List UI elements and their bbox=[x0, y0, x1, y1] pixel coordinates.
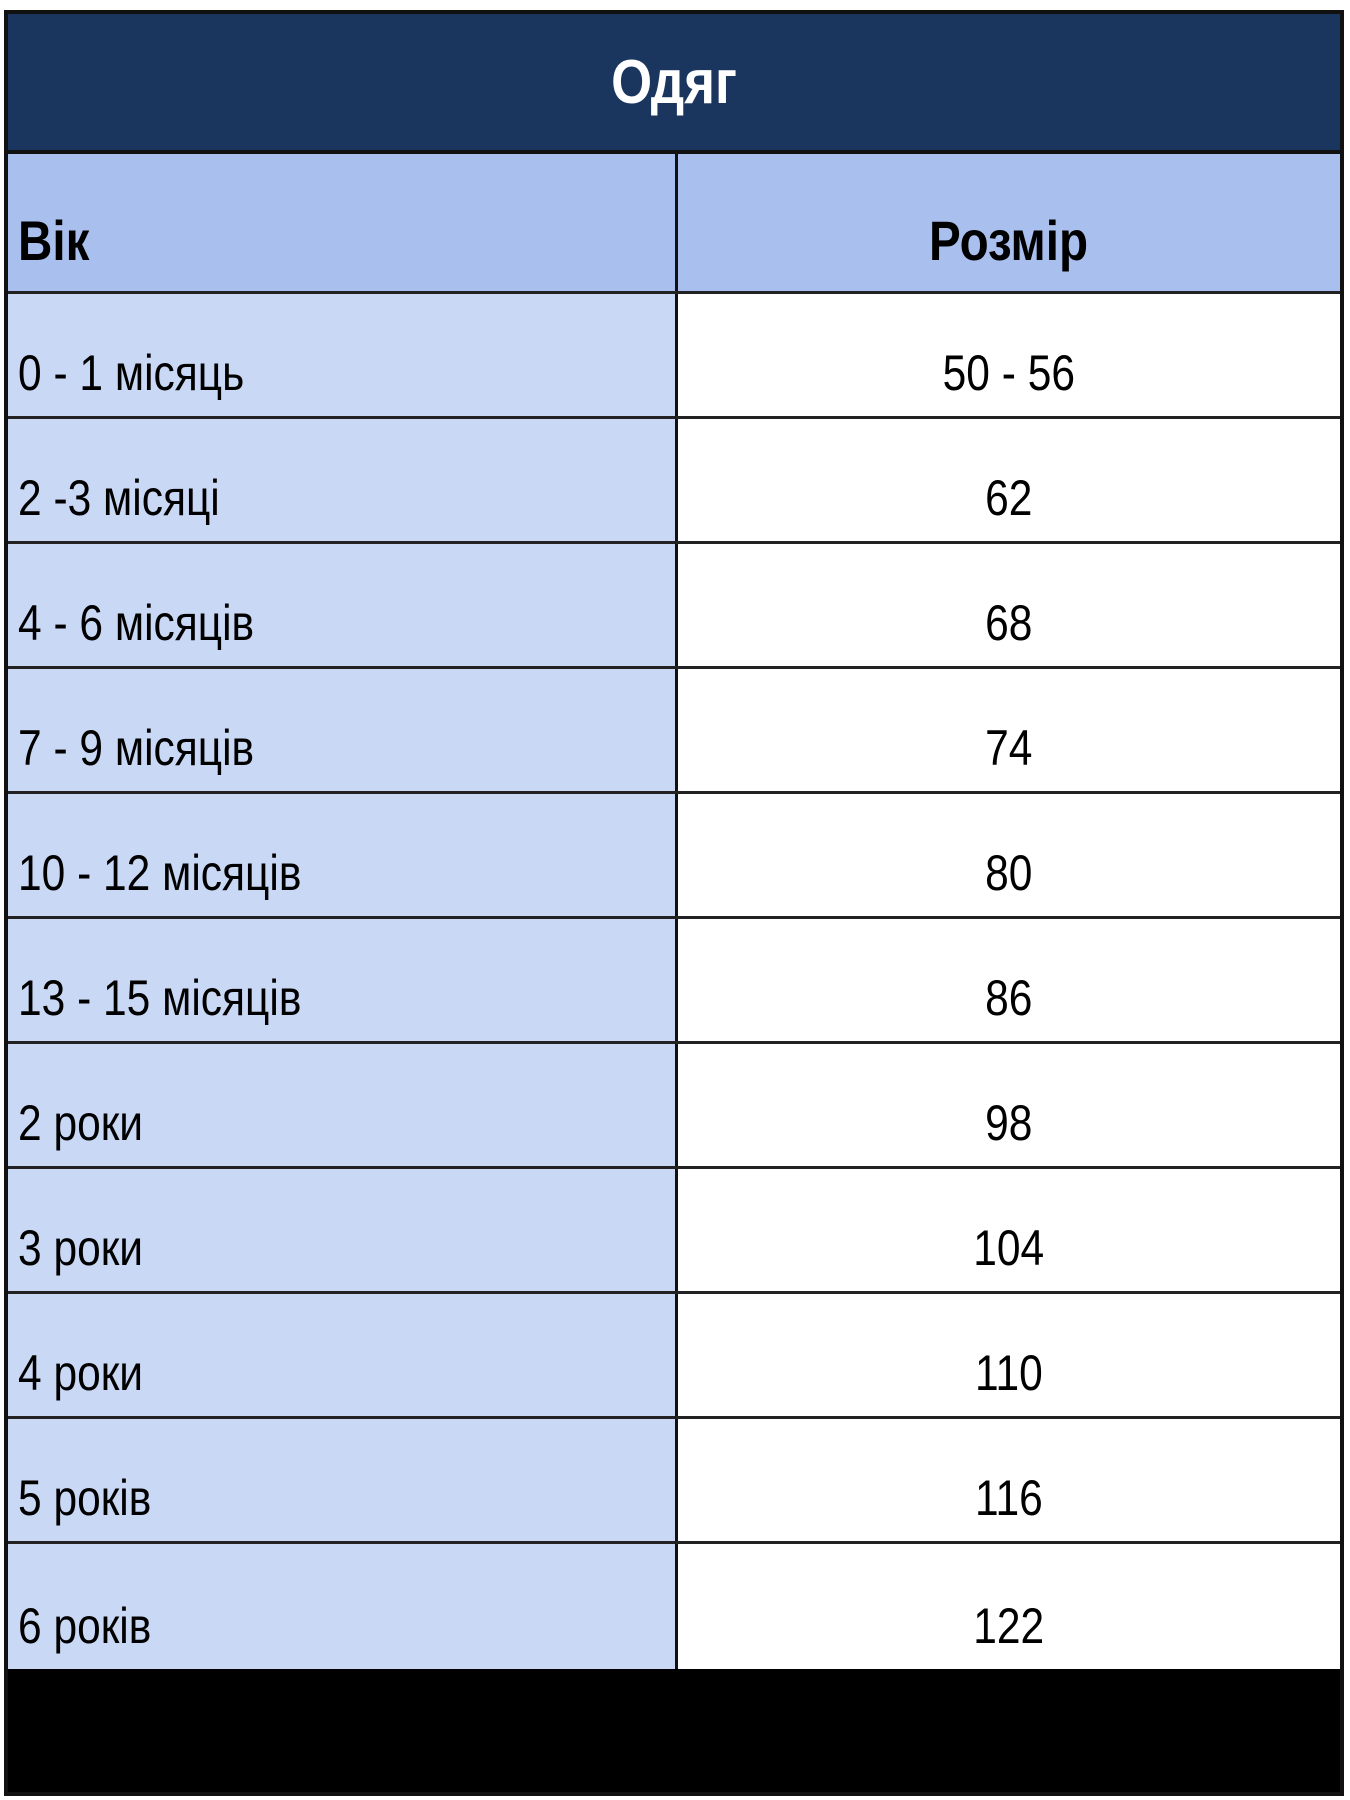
size-cell: 80 bbox=[678, 794, 1340, 916]
table-row: 7 - 9 місяців 74 bbox=[8, 669, 1340, 794]
size-cell: 104 bbox=[678, 1169, 1340, 1291]
size-cell: 68 bbox=[678, 544, 1340, 666]
size-cell: 122 bbox=[678, 1544, 1340, 1669]
age-cell: 7 - 9 місяців bbox=[8, 669, 678, 791]
age-cell: 5 років bbox=[8, 1419, 678, 1541]
size-text: 104 bbox=[973, 1220, 1045, 1276]
table-title: Одяг bbox=[8, 14, 1340, 154]
size-text: 62 bbox=[985, 470, 1033, 526]
size-text: 68 bbox=[985, 595, 1033, 651]
size-cell: 74 bbox=[678, 669, 1340, 791]
table-row: 4 роки 110 bbox=[8, 1294, 1340, 1419]
table-row: 5 років 116 bbox=[8, 1419, 1340, 1544]
size-text: 116 bbox=[975, 1470, 1043, 1526]
age-text: 2 роки bbox=[18, 1095, 144, 1151]
age-text: 4 - 6 місяців bbox=[18, 595, 255, 651]
table-row: 6 років 122 bbox=[8, 1544, 1340, 1669]
age-cell: 3 роки bbox=[8, 1169, 678, 1291]
age-text: 4 роки bbox=[18, 1345, 144, 1401]
table-row: 0 - 1 місяць 50 - 56 bbox=[8, 294, 1340, 419]
table-title-text: Одяг bbox=[611, 47, 737, 117]
table-row: 3 роки 104 bbox=[8, 1169, 1340, 1294]
age-text: 0 - 1 місяць bbox=[18, 345, 245, 401]
table-row: 2 -3 місяці 62 bbox=[8, 419, 1340, 544]
size-cell: 110 bbox=[678, 1294, 1340, 1416]
age-cell: 4 роки bbox=[8, 1294, 678, 1416]
table-row: 13 - 15 місяців 86 bbox=[8, 919, 1340, 1044]
header-size-text: Розмір bbox=[929, 209, 1089, 272]
table-row: 10 - 12 місяців 80 bbox=[8, 794, 1340, 919]
size-text: 122 bbox=[973, 1598, 1045, 1654]
size-cell: 86 bbox=[678, 919, 1340, 1041]
age-text: 2 -3 місяці bbox=[18, 470, 220, 526]
size-text: 86 bbox=[985, 970, 1033, 1026]
age-text: 6 років bbox=[18, 1598, 152, 1654]
header-row: Вік Розмір bbox=[8, 154, 1340, 294]
age-text: 3 роки bbox=[18, 1220, 144, 1276]
age-text: 10 - 12 місяців bbox=[18, 845, 302, 901]
header-age-text: Вік bbox=[18, 209, 90, 272]
age-cell: 2 -3 місяці bbox=[8, 419, 678, 541]
age-cell: 0 - 1 місяць bbox=[8, 294, 678, 416]
size-cell: 62 bbox=[678, 419, 1340, 541]
age-cell: 10 - 12 місяців bbox=[8, 794, 678, 916]
size-text: 110 bbox=[975, 1345, 1043, 1401]
size-cell: 98 bbox=[678, 1044, 1340, 1166]
age-cell: 2 роки bbox=[8, 1044, 678, 1166]
age-text: 7 - 9 місяців bbox=[18, 720, 255, 776]
size-text: 74 bbox=[985, 720, 1033, 776]
size-text: 98 bbox=[985, 1095, 1033, 1151]
age-text: 5 років bbox=[18, 1470, 152, 1526]
header-age: Вік bbox=[8, 154, 678, 291]
size-table: Одяг Вік Розмір 0 - 1 місяць 50 - 56 2 -3 … bbox=[4, 10, 1344, 1796]
size-text: 80 bbox=[985, 845, 1033, 901]
size-cell: 50 - 56 bbox=[678, 294, 1340, 416]
size-cell: 116 bbox=[678, 1419, 1340, 1541]
age-cell: 4 - 6 місяців bbox=[8, 544, 678, 666]
age-cell: 6 років bbox=[8, 1544, 678, 1669]
header-size: Розмір bbox=[678, 154, 1340, 291]
table-row: 4 - 6 місяців 68 bbox=[8, 544, 1340, 669]
size-text: 50 - 56 bbox=[942, 345, 1076, 401]
age-text: 13 - 15 місяців bbox=[18, 970, 302, 1026]
table-row: 2 роки 98 bbox=[8, 1044, 1340, 1169]
age-cell: 13 - 15 місяців bbox=[8, 919, 678, 1041]
